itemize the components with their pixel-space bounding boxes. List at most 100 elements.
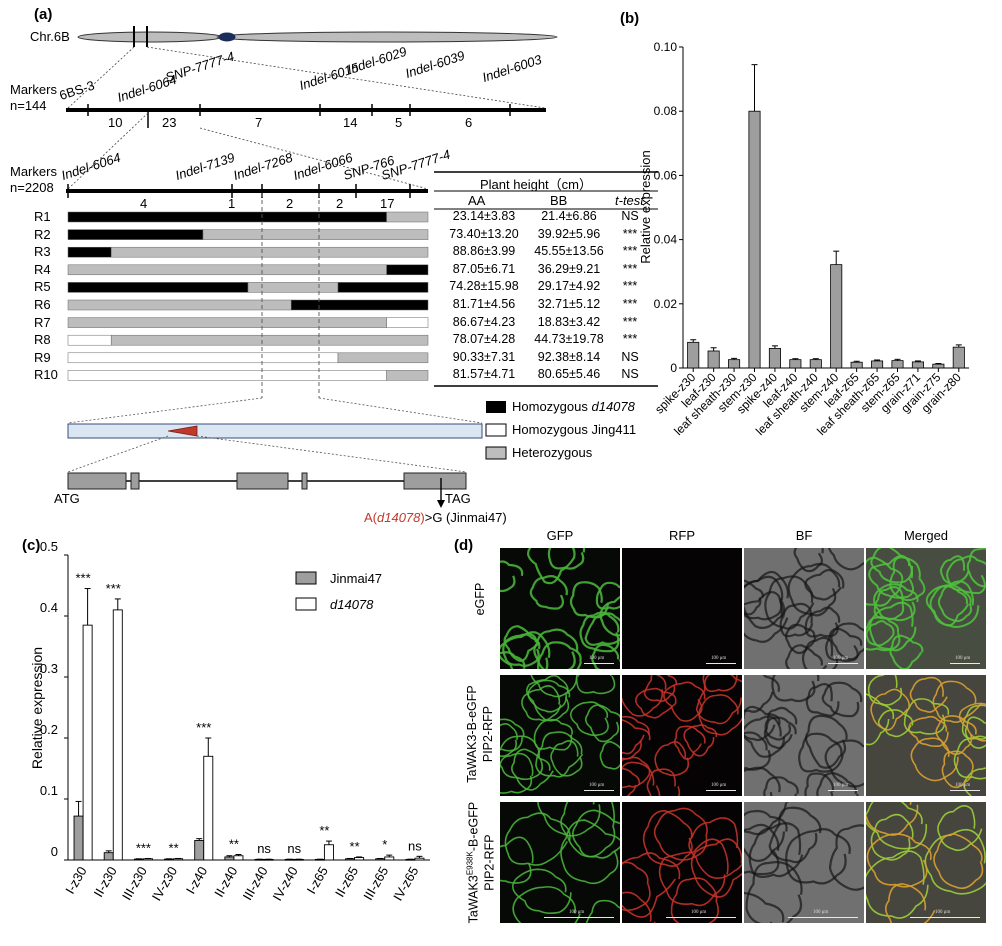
- significance-label: ***: [136, 840, 151, 855]
- recombinant-id: R2: [34, 226, 51, 242]
- bar-d14078: [414, 857, 425, 861]
- micrograph-rfp-row3: 100 μm: [622, 802, 742, 923]
- legend-label: Jinmai47: [330, 571, 382, 586]
- recombinant-id: R1: [34, 209, 51, 224]
- bar-d14078: [323, 844, 334, 861]
- aa-value: 81.71±4.56: [452, 297, 516, 311]
- stop-codon-label: TAG: [445, 491, 471, 506]
- bar-jinmai47: [224, 856, 235, 861]
- significance-label: ns: [287, 841, 301, 856]
- ttest-value: ***: [622, 261, 638, 276]
- aa-value: 81.57±4.71: [452, 367, 516, 382]
- genotype-segment: [386, 317, 429, 328]
- scale-bar-label: 100 μm: [935, 910, 951, 915]
- start-codon-label: ATG: [54, 491, 80, 506]
- bar-jinmai47: [194, 840, 205, 861]
- aa-value: 78.07±4.28: [452, 332, 516, 347]
- table-col-aa: AA: [468, 193, 486, 208]
- bar-d14078: [112, 609, 123, 861]
- micrograph-rfp-row1: 100 μm: [622, 548, 742, 669]
- ttest-value: NS: [621, 209, 639, 223]
- bar-jinmai47: [103, 852, 114, 861]
- aa-value: 86.67±4.23: [452, 314, 516, 329]
- genotype-segment: [202, 229, 429, 240]
- aa-value: 74.28±15.98: [449, 279, 519, 294]
- x-tick-label: II-z30: [91, 864, 120, 900]
- markers-n144-title: Markers n=144: [10, 82, 57, 113]
- recombinant-id: R5: [34, 279, 51, 295]
- y-tick-label: 0.08: [654, 104, 678, 118]
- x-tick-label: I-z65: [304, 864, 331, 897]
- genotype-segment: [337, 352, 429, 364]
- scale-bar-label: 100 μm: [589, 783, 605, 788]
- bb-value: 29.17±4.92: [537, 279, 601, 294]
- y-tick-label: 0.2: [40, 722, 58, 737]
- scale-bar: [788, 917, 858, 918]
- y-tick-label: 0.06: [654, 168, 678, 182]
- micrograph-merged-row2: 100 μm: [866, 675, 986, 796]
- y-axis-label: Relative expression: [638, 150, 653, 263]
- scale-bar-label: 100 μm: [589, 656, 605, 661]
- scale-bar-label: 100 μm: [691, 910, 707, 915]
- row-label-3: TaWAK3E938K-B-eGFP PIP2-RFP: [465, 801, 497, 923]
- y-tick-label: 0.04: [654, 233, 678, 247]
- ttest-value: ***: [622, 314, 638, 329]
- significance-label: *: [382, 837, 387, 852]
- scale-bar-label: 100 μm: [955, 783, 971, 788]
- column-header-rfp: RFP: [669, 528, 695, 543]
- column-header-bf: BF: [795, 528, 813, 543]
- aa-value: 90.33±7.31: [452, 349, 516, 364]
- plant-height-table-rules: [434, 171, 658, 387]
- mutation-label: A(d14078)>G (Jinmai47): [364, 510, 507, 525]
- bb-value: 36.29±9.21: [537, 261, 601, 276]
- scale-bar: [706, 663, 736, 664]
- interval-label: 4: [140, 196, 148, 211]
- scale-bar: [584, 663, 614, 664]
- gene-structure: [67, 472, 467, 508]
- micrograph-gfp-row3: 100 μm: [500, 802, 620, 923]
- bb-value: 92.38±8.14: [537, 349, 601, 364]
- bb-value: 32.71±5.12: [537, 297, 601, 311]
- interval-label: 17: [380, 196, 395, 211]
- interval-label: 7: [255, 115, 263, 130]
- scale-bar-label: 100 μm: [711, 656, 727, 661]
- significance-label: **: [350, 839, 360, 854]
- scale-bar-label: 100 μm: [569, 910, 585, 915]
- bb-value: 18.83±3.42: [537, 314, 601, 329]
- legend-jing411: Homozygous Jing411: [512, 422, 637, 437]
- markers-n2208-title: Markers n=2208: [10, 164, 57, 195]
- bar-d14078: [203, 755, 214, 861]
- significance-label: **: [229, 837, 239, 852]
- scale-bar-label: 100 μm: [833, 783, 849, 788]
- y-tick-label: 0.3: [40, 661, 58, 676]
- y-tick-label: 0.4: [40, 600, 58, 615]
- scale-bar: [584, 790, 614, 791]
- interval-label: 1: [228, 196, 236, 211]
- micrograph-bf-row1: 100 μm: [744, 548, 864, 669]
- scale-bar-label: 100 μm: [813, 910, 829, 915]
- micrograph-merged-row3: 100 μm: [866, 802, 986, 923]
- interval-label: 23: [162, 115, 177, 130]
- bar-jinmai47: [73, 815, 84, 861]
- bb-value: 45.55±13.56: [534, 244, 604, 259]
- panel-c-label: (c): [22, 537, 41, 554]
- row-label-2: TaWAK3-B-eGFP PIP2-RFP: [465, 684, 495, 783]
- column-header-gfp: GFP: [546, 528, 574, 543]
- bar-d14078: [233, 855, 244, 861]
- legend-swatch-heterozygous: [485, 446, 507, 460]
- recombinant-id: R7: [34, 314, 51, 330]
- ttest-value: ***: [622, 226, 638, 241]
- recombinant-id: R10: [34, 367, 58, 383]
- y-tick-label: 0.02: [654, 297, 678, 311]
- bb-value: 39.92±5.96: [537, 226, 601, 241]
- micrograph-bf-row2: 100 μm: [744, 675, 864, 796]
- scale-bar: [544, 917, 614, 918]
- genotype-segment: [337, 282, 429, 293]
- scale-bar: [950, 663, 980, 664]
- recombinant-id: R3: [34, 244, 51, 260]
- scale-bar: [666, 917, 736, 918]
- x-tick-label: IV-z40: [269, 864, 300, 903]
- interval-label: 2: [336, 196, 344, 211]
- scale-bar-label: 100 μm: [833, 656, 849, 661]
